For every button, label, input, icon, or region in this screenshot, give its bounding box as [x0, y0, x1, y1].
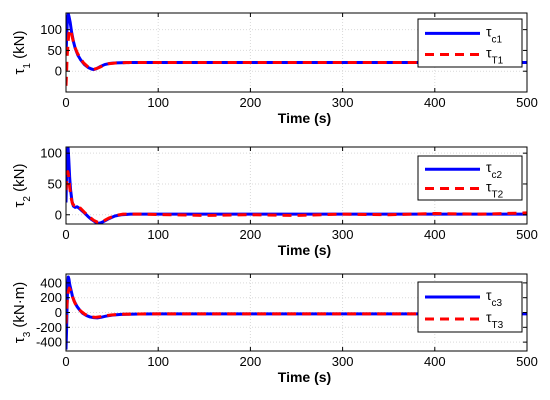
x-tick-label: 0 [62, 227, 69, 242]
legend-box [417, 281, 523, 333]
x-tick-label: 200 [240, 95, 262, 110]
y-tick-label: 100 [40, 22, 62, 37]
x-tick-label: 0 [62, 95, 69, 110]
legend-label-c2: τc2 [486, 159, 503, 181]
y-tick-label: -400 [36, 335, 62, 350]
legend-label-subscript: T2 [492, 189, 504, 200]
x-tick-label: 100 [147, 354, 169, 369]
x-tick-label: 400 [424, 95, 446, 110]
legend-label-subscript: T3 [492, 320, 504, 331]
legend-label-T3: τT3 [486, 309, 504, 331]
legend-box [417, 155, 523, 201]
y-tick-label: 400 [40, 275, 62, 290]
legend-label-T2: τT2 [486, 179, 504, 201]
y-tick-label: 50 [48, 176, 62, 191]
legend-box [417, 18, 523, 68]
series-line-T3 [66, 286, 527, 324]
subplot-2: 0 100 200 300 400 500 0 50 100 Time (s) τ2 (kN) τc2… [11, 146, 538, 258]
x-tick-label: 500 [516, 227, 538, 242]
legend-label-subscript: T1 [492, 55, 504, 66]
axes-box [65, 146, 528, 225]
y-tick-label: 0 [55, 305, 62, 320]
y-tick-label: -200 [36, 320, 62, 335]
subplot-1: 0 100 200 300 400 500 0 50 100 Time (s) τ1 (kN) τc1… [11, 12, 538, 126]
series-line-T1 [66, 28, 527, 86]
series-line-T2 [66, 170, 527, 224]
legend-label-T1: τT1 [486, 45, 504, 67]
x-tick-label: 100 [147, 95, 169, 110]
x-tick-label: 200 [240, 354, 262, 369]
x-tick-label: 400 [424, 354, 446, 369]
y-tick-label: 50 [48, 43, 62, 58]
x-axis-label: Time (s) [278, 242, 331, 258]
x-axis-label: Time (s) [278, 369, 331, 385]
x-tick-label: 100 [147, 227, 169, 242]
x-tick-label: 300 [332, 95, 354, 110]
y-axis-label-subscript: 2 [22, 196, 33, 202]
x-tick-label: 300 [332, 354, 354, 369]
x-tick-label: 500 [516, 95, 538, 110]
legend-label-subscript: c3 [492, 298, 503, 309]
y-axis-label: τ2 (kN) [11, 164, 33, 208]
y-axis-label: τ1 (kN) [11, 31, 33, 75]
legend-label-subscript: c1 [492, 34, 503, 45]
y-tick-label: 0 [55, 64, 62, 79]
y-tick-label: 200 [40, 290, 62, 305]
x-tick-label: 300 [332, 227, 354, 242]
y-tick-label: 0 [55, 207, 62, 222]
x-tick-label: 500 [516, 354, 538, 369]
y-axis-label-subscript: 3 [22, 331, 33, 337]
x-tick-label: 0 [62, 354, 69, 369]
y-axis-label-subscript: 1 [22, 63, 33, 69]
x-tick-label: 400 [424, 227, 446, 242]
axes-box [65, 12, 528, 93]
y-axis-label: τ3 (kN·m) [11, 282, 33, 343]
x-axis-label: Time (s) [278, 110, 331, 126]
x-tick-label: 200 [240, 227, 262, 242]
legend-label-c1: τc1 [486, 23, 503, 45]
legend-label-subscript: c2 [492, 170, 503, 181]
y-tick-label: 100 [40, 146, 62, 161]
legend-label-c3: τc3 [486, 287, 503, 309]
